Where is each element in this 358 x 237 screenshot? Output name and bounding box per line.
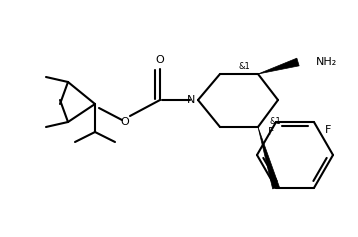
Text: F: F (268, 127, 274, 137)
Text: F: F (325, 125, 331, 135)
Text: NH₂: NH₂ (316, 57, 337, 67)
Text: O: O (121, 117, 129, 127)
Text: &1: &1 (238, 61, 250, 70)
Text: O: O (156, 55, 164, 65)
Polygon shape (258, 127, 279, 189)
Text: N: N (187, 95, 195, 105)
Text: &1: &1 (270, 117, 282, 126)
Polygon shape (258, 58, 299, 74)
